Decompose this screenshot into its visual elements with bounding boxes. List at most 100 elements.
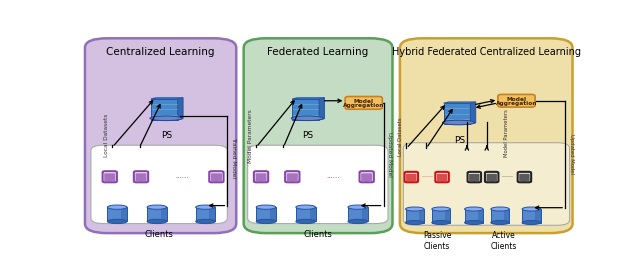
FancyBboxPatch shape <box>485 172 499 182</box>
Polygon shape <box>319 98 324 120</box>
FancyBboxPatch shape <box>285 171 300 182</box>
FancyBboxPatch shape <box>91 145 227 224</box>
Polygon shape <box>522 209 541 222</box>
Polygon shape <box>256 207 276 221</box>
FancyBboxPatch shape <box>518 172 531 182</box>
Text: Passive
Clients: Passive Clients <box>423 231 451 251</box>
Ellipse shape <box>432 207 451 211</box>
Ellipse shape <box>108 181 111 182</box>
FancyBboxPatch shape <box>104 173 115 181</box>
Text: ......: ...... <box>175 173 188 179</box>
Text: ......: ...... <box>502 174 513 178</box>
Ellipse shape <box>140 181 143 182</box>
Ellipse shape <box>406 221 424 225</box>
FancyBboxPatch shape <box>345 97 382 109</box>
Ellipse shape <box>406 207 424 211</box>
Polygon shape <box>348 207 367 221</box>
Text: Model: Model <box>354 99 374 104</box>
Text: Local Datasets: Local Datasets <box>398 117 403 156</box>
Ellipse shape <box>108 205 127 209</box>
FancyBboxPatch shape <box>254 171 268 182</box>
Polygon shape <box>406 209 424 222</box>
FancyBboxPatch shape <box>85 38 236 233</box>
Polygon shape <box>292 99 319 120</box>
Ellipse shape <box>522 207 541 211</box>
Polygon shape <box>121 207 127 221</box>
FancyBboxPatch shape <box>519 174 530 181</box>
FancyBboxPatch shape <box>244 38 392 233</box>
Text: Aggregation: Aggregation <box>496 101 537 106</box>
Text: Model Parameters: Model Parameters <box>248 109 253 163</box>
Text: Active
Clients: Active Clients <box>491 231 517 251</box>
Polygon shape <box>477 209 483 222</box>
Polygon shape <box>209 207 215 221</box>
Text: PS: PS <box>161 131 172 141</box>
Ellipse shape <box>432 221 451 225</box>
FancyBboxPatch shape <box>255 173 267 181</box>
FancyBboxPatch shape <box>102 171 117 182</box>
Polygon shape <box>504 209 509 222</box>
Text: Updated Model: Updated Model <box>569 134 574 174</box>
Polygon shape <box>535 209 541 222</box>
Polygon shape <box>292 98 324 99</box>
Polygon shape <box>491 209 509 222</box>
FancyBboxPatch shape <box>406 174 417 181</box>
Polygon shape <box>432 209 451 222</box>
Polygon shape <box>362 207 367 221</box>
Ellipse shape <box>442 120 475 125</box>
FancyBboxPatch shape <box>136 173 147 181</box>
Ellipse shape <box>348 205 367 209</box>
FancyBboxPatch shape <box>403 143 570 225</box>
Text: Clients: Clients <box>303 230 332 239</box>
Text: Local Datasets: Local Datasets <box>104 114 109 157</box>
Polygon shape <box>151 98 183 99</box>
Polygon shape <box>470 102 476 124</box>
Ellipse shape <box>491 207 509 211</box>
Text: Trained Model: Trained Model <box>231 137 236 178</box>
Polygon shape <box>444 103 470 124</box>
Text: Aggregation: Aggregation <box>343 103 385 108</box>
FancyBboxPatch shape <box>498 94 535 107</box>
FancyBboxPatch shape <box>435 172 449 182</box>
Ellipse shape <box>291 181 294 182</box>
Ellipse shape <box>522 221 541 225</box>
Polygon shape <box>178 98 183 120</box>
Ellipse shape <box>214 181 218 182</box>
Ellipse shape <box>348 219 367 224</box>
Text: ......: ...... <box>326 173 340 179</box>
Ellipse shape <box>196 205 215 209</box>
FancyBboxPatch shape <box>404 172 418 182</box>
Ellipse shape <box>465 207 483 211</box>
FancyBboxPatch shape <box>400 38 573 233</box>
Ellipse shape <box>150 116 182 121</box>
Text: Updated Model: Updated Model <box>387 132 392 177</box>
Text: Hybrid Federated Centralized Learning: Hybrid Federated Centralized Learning <box>392 47 580 57</box>
Polygon shape <box>196 207 215 221</box>
Ellipse shape <box>296 205 316 209</box>
Text: Clients: Clients <box>145 230 173 239</box>
Polygon shape <box>270 207 276 221</box>
Ellipse shape <box>365 181 369 182</box>
Ellipse shape <box>465 221 483 225</box>
FancyBboxPatch shape <box>248 145 388 224</box>
FancyBboxPatch shape <box>287 173 298 181</box>
FancyBboxPatch shape <box>486 174 497 181</box>
Ellipse shape <box>256 219 276 224</box>
Polygon shape <box>310 207 316 221</box>
FancyBboxPatch shape <box>361 173 372 181</box>
Polygon shape <box>296 207 316 221</box>
Polygon shape <box>161 207 166 221</box>
Polygon shape <box>151 99 178 120</box>
FancyBboxPatch shape <box>134 171 148 182</box>
Ellipse shape <box>259 181 263 182</box>
FancyBboxPatch shape <box>469 174 479 181</box>
Polygon shape <box>419 209 424 222</box>
Text: PS: PS <box>454 136 465 145</box>
Polygon shape <box>445 209 451 222</box>
Ellipse shape <box>108 219 127 224</box>
FancyBboxPatch shape <box>360 171 374 182</box>
FancyBboxPatch shape <box>468 172 481 182</box>
Ellipse shape <box>147 205 166 209</box>
Polygon shape <box>465 209 483 222</box>
Text: Centralized Learning: Centralized Learning <box>106 47 215 57</box>
